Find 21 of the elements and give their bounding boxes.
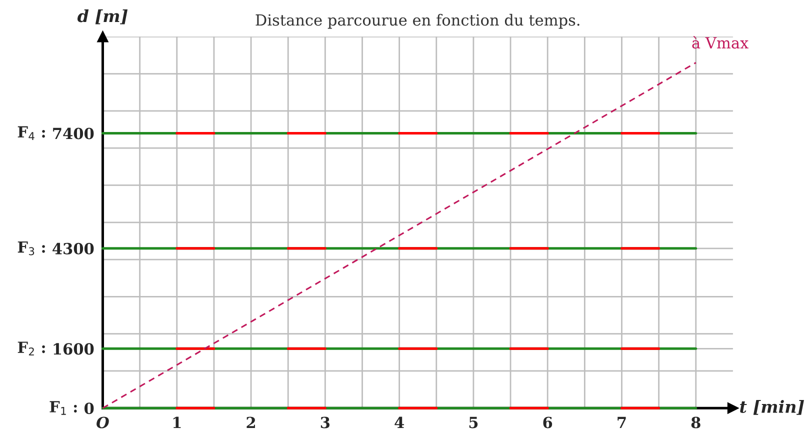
- text: F$_{2}$ :: [18, 342, 45, 356]
- annotation: à Vmax: [692, 36, 748, 49]
- x-tick-label: 7: [618, 416, 626, 428]
- chart-title: Distance parcourue en fonction du temps.: [256, 14, 580, 29]
- y-tick-label: 0: [84, 402, 94, 414]
- text: F$_{1}$ :: [50, 401, 77, 415]
- x-tick-label: 5: [469, 416, 478, 428]
- x-tick-label: 3: [320, 416, 330, 428]
- y-tick-label: 7400: [53, 128, 94, 140]
- x-axis-title: t [min]: [740, 400, 804, 415]
- y-tick-label: 1600: [54, 343, 94, 355]
- y-tick-label: 4300: [52, 242, 94, 254]
- x-tick-label: 2: [246, 416, 255, 428]
- text: F$_{3}$ :: [18, 241, 45, 256]
- y-axis-title: d [m]: [77, 9, 128, 24]
- x-tick-label: O: [96, 416, 109, 428]
- x-tick-label: 1: [173, 416, 181, 428]
- x-tick-label: 4: [394, 416, 404, 428]
- x-tick-label: 6: [543, 416, 552, 428]
- x-tick-label: 8: [691, 416, 700, 428]
- text: F$_{4}$ :: [18, 126, 45, 140]
